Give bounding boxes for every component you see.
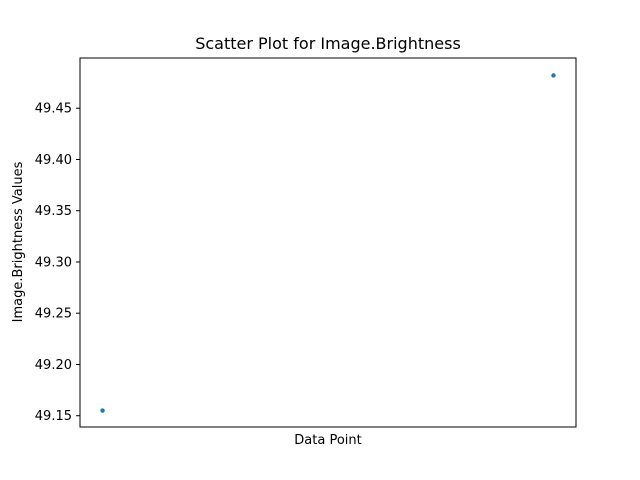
y-tick-label: 49.15 bbox=[35, 409, 72, 424]
axes-frame bbox=[79, 57, 577, 428]
y-tick-label: 49.25 bbox=[35, 307, 72, 322]
data-points bbox=[100, 73, 556, 413]
y-axis-ticks: 49.15 49.20 49.25 49.30 49.35 49.40 49.45 bbox=[35, 102, 80, 424]
plot-area: 49.15 49.20 49.25 49.30 49.35 49.40 49.45 bbox=[35, 57, 577, 428]
y-tick-label: 49.30 bbox=[35, 255, 72, 270]
scatter-point bbox=[551, 73, 556, 78]
y-tick-label: 49.40 bbox=[35, 153, 72, 168]
y-tick-label: 49.20 bbox=[35, 358, 72, 373]
y-tick-label: 49.45 bbox=[35, 102, 72, 117]
y-tick-label: 49.35 bbox=[35, 204, 72, 219]
scatter-point bbox=[100, 408, 105, 413]
chart-title: Scatter Plot for Image.Brightness bbox=[195, 34, 461, 53]
y-axis-label: Image.Brightness Values bbox=[11, 161, 26, 322]
x-axis-label: Data Point bbox=[294, 433, 361, 448]
